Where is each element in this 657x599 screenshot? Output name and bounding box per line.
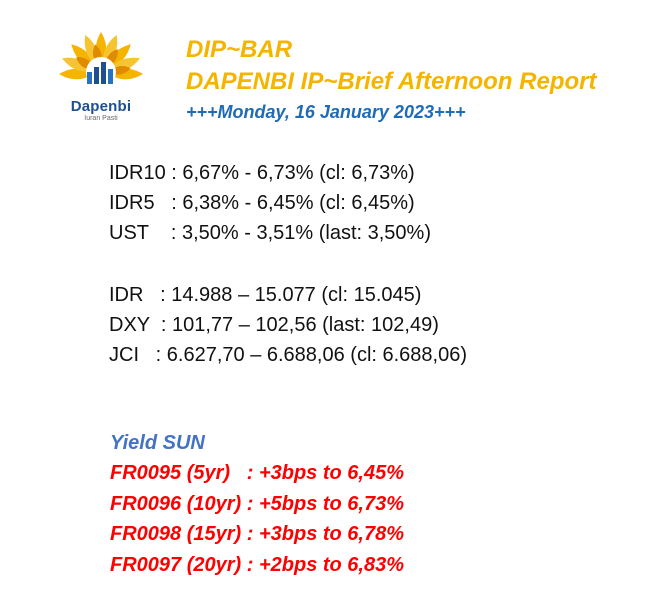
yield-row-fr0095: FR0095 (5yr) : +3bps to 6,45%	[110, 462, 405, 484]
rate-row-idr: IDR : 14.988 – 15.077 (cl: 15.045)	[109, 284, 422, 306]
yield-row-fr0097: FR0097 (20yr) : +2bps to 6,83%	[110, 553, 405, 576]
report-title: DAPENBI IP~Brief Afternoon Report	[186, 68, 597, 95]
logo-wordmark: Dapenbi	[70, 98, 132, 115]
dapenbi-logo: Dapenbi Iuran Pasti	[30, 18, 170, 130]
rate-row-dxy: DXY : 101,77 – 102,56 (last: 102,49)	[109, 314, 439, 336]
rate-row-idr5: IDR5 : 6,38% - 6,45% (cl: 6,45%)	[109, 192, 415, 214]
rate-row-idr10: IDR10 : 6,67% - 6,73% (cl: 6,73%)	[109, 162, 415, 184]
rate-row-jci: JCI : 6.627,70 – 6.688,06 (cl: 6.688,06)	[109, 344, 468, 366]
logo-tagline: Iuran Pasti	[84, 115, 118, 122]
market-rates-group: IDR : 14.988 – 15.077 (cl: 15.045) DXY :…	[109, 280, 467, 370]
yield-sun-section: Yield SUN FR0095 (5yr) : +3bps to 6,45% …	[110, 428, 404, 580]
rate-row-ust: UST : 3,50% - 3,51% (last: 3,50%)	[109, 222, 431, 244]
report-header: DIP~BAR DAPENBI IP~Brief Afternoon Repor…	[186, 35, 596, 125]
yield-row-fr0096: FR0096 (10yr) : +5bps to 6,73%	[110, 492, 405, 515]
bond-rates-group: IDR10 : 6,67% - 6,73% (cl: 6,73%) IDR5 :…	[109, 158, 431, 248]
sunflower-logo-icon	[59, 32, 143, 98]
yield-sun-title: Yield SUN	[110, 432, 205, 454]
yield-row-fr0098: FR0098 (15yr) : +3bps to 6,78%	[110, 523, 405, 545]
report-date: +++Monday, 16 January 2023+++	[186, 102, 466, 122]
report-short-title: DIP~BAR	[186, 36, 293, 63]
